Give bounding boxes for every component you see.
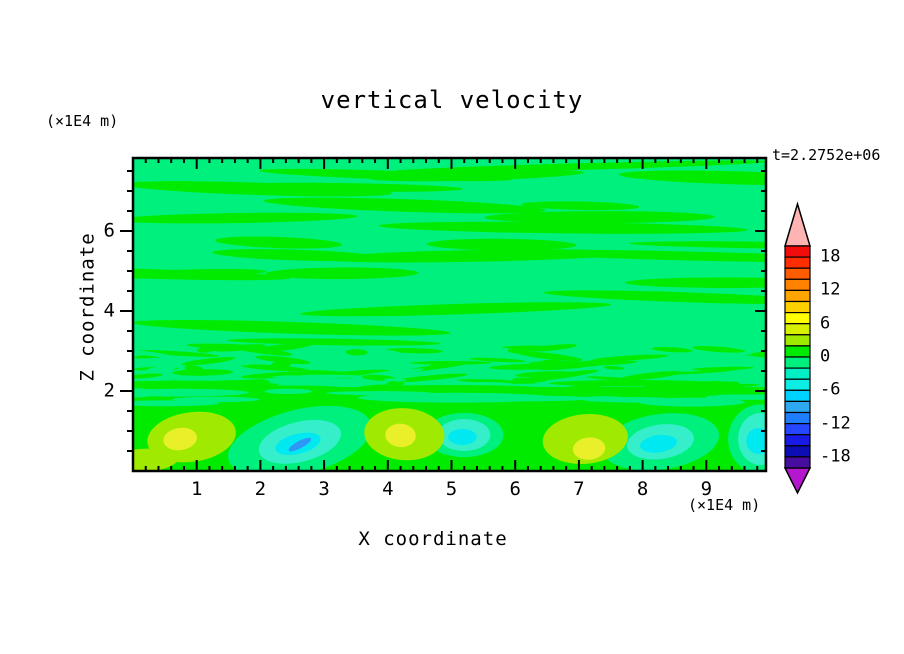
x-tick-label: 3 <box>318 478 330 500</box>
colorbar-box <box>784 278 811 291</box>
z-tick-label: 6 <box>103 219 115 242</box>
z-axis-unit-label: (×1E4 m) <box>46 112 119 130</box>
colorbar-tick-label: 18 <box>820 246 841 267</box>
colorbar-tick-label: -12 <box>820 413 851 434</box>
colorbar-box <box>784 312 811 325</box>
colorbar-box <box>784 434 811 447</box>
x-tick-label: 4 <box>382 478 394 500</box>
x-axis-label: X coordinate <box>358 528 508 550</box>
colorbar-tick-label: -6 <box>820 379 841 400</box>
plot-title: vertical velocity <box>320 86 584 114</box>
colorbar-box <box>784 389 811 402</box>
colorbar-box <box>784 300 811 314</box>
colorbar-box <box>784 323 811 336</box>
colorbar-box <box>784 367 811 380</box>
x-tick-label: 8 <box>636 478 649 500</box>
x-tick-label: 7 <box>573 478 585 500</box>
colorbar <box>783 201 812 495</box>
z-tick-label: 4 <box>103 299 115 322</box>
x-tick-label: 2 <box>254 478 267 500</box>
x-axis-unit-label: (×1E4 m) <box>688 496 761 514</box>
colorbar-box <box>784 245 811 258</box>
colorbar-box <box>784 411 811 425</box>
colorbar-box <box>784 378 811 391</box>
z-axis-label: Z coordinate <box>76 232 99 382</box>
colorbar-tick-label: 12 <box>820 279 841 300</box>
colorbar-box <box>784 456 811 469</box>
colorbar-box <box>784 356 811 369</box>
colorbar-box <box>784 289 811 303</box>
x-tick-label: 1 <box>190 478 203 500</box>
x-tick-label: 5 <box>445 478 458 500</box>
z-tick-label: 2 <box>103 379 115 402</box>
colorbar-tick-label: 0 <box>820 346 831 367</box>
colorbar-box <box>784 334 811 347</box>
colorbar-box <box>784 445 811 458</box>
contour-field <box>133 158 766 471</box>
colorbar-box <box>784 345 811 358</box>
colorbar-box <box>784 423 811 436</box>
colorbar-tick-label: 6 <box>820 313 831 334</box>
plot-axes <box>120 156 768 473</box>
colorbar-tick-label: -18 <box>820 446 851 467</box>
time-annotation: t=2.2752e+06 <box>772 146 881 164</box>
x-tick-label: 6 <box>509 478 521 500</box>
x-tick-label: 9 <box>700 478 713 500</box>
colorbar-box <box>784 267 811 280</box>
colorbar-box <box>784 256 811 269</box>
colorbar-box <box>784 400 811 414</box>
